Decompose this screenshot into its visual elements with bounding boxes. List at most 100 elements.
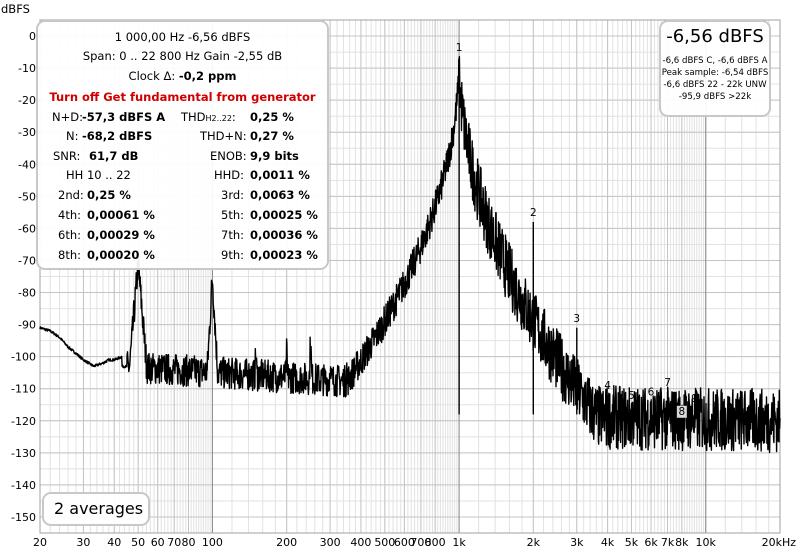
thd-range: H2..22 <box>205 114 232 123</box>
averages-label: 2 averages <box>54 499 144 518</box>
y-tick-label: -110 <box>11 383 36 396</box>
harmonic-label: 3 <box>573 313 580 325</box>
x-tick-label: 6k <box>644 536 658 549</box>
h5-label: 5th: <box>221 208 244 222</box>
frequency-readout: 1 000,00 Hz -6,56 dBFS <box>114 30 251 44</box>
enob-value: 9,9 bits <box>250 149 299 163</box>
harmonic-label: 6 <box>648 387 655 399</box>
hhd-row: HH 10 .. 22 HHD: 0,0011 % <box>38 166 327 184</box>
x-tick-label: 40 <box>107 536 121 549</box>
harmonics-row-6-7: 6th: 0,00029 % 7th: 0,00036 % <box>38 226 327 244</box>
harmonic-label: 5 <box>628 390 635 402</box>
y-tick-label: -120 <box>11 415 36 428</box>
y-tick-label: -70 <box>18 254 36 267</box>
snr-label: SNR: <box>53 149 81 163</box>
y-tick-label: -30 <box>18 126 36 139</box>
x-tick-label: 800 <box>425 536 446 549</box>
h7-label: 7th: <box>221 228 244 242</box>
x-tick-label: 2k <box>527 536 541 549</box>
enob-label: ENOB: <box>210 149 247 163</box>
x-tick-label: 20kHz <box>762 536 797 549</box>
x-tick-label: 700 <box>410 536 431 549</box>
clock-label: Clock Δ: <box>128 69 176 83</box>
y-tick-label: -90 <box>18 319 36 332</box>
measurement-panel: 1 000,00 Hz -6,56 dBFS Span: 0 .. 22 800… <box>36 20 329 270</box>
h6-value: 0,00029 % <box>87 228 155 242</box>
thd-value: 0,25 % <box>250 110 294 124</box>
x-tick-label: 300 <box>320 536 341 549</box>
snr-enob-row: SNR: 61,7 dB ENOB: 9,9 bits <box>38 147 327 165</box>
span-gain-readout: Span: 0 .. 22 800 Hz Gain -2,55 dB <box>82 49 283 63</box>
y-tick-label: -60 <box>18 222 36 235</box>
hh-range-label: HH 10 .. 22 <box>66 168 131 182</box>
h9-label: 9th: <box>221 248 244 262</box>
harmonic-label-bg <box>676 405 687 418</box>
h3-label: 3rd: <box>221 188 245 202</box>
x-tick-label: 10k <box>696 536 717 549</box>
harmonic-label: 8 <box>678 406 685 418</box>
h3-value: 0,0063 % <box>250 188 310 202</box>
x-tick-label: 60 <box>151 536 165 549</box>
y-tick-label: -140 <box>11 479 36 492</box>
h2-label: 2nd: <box>58 188 84 202</box>
x-tick-label: 200 <box>276 536 297 549</box>
y-tick-label: -40 <box>18 158 36 171</box>
n-value: -68,2 dBFS <box>82 129 153 143</box>
level-unweighted: -6,6 dBFS 22 - 22k UNW <box>663 80 767 90</box>
n-thdn-row: N: -68,2 dBFS THD+N: 0,27 % <box>38 127 327 145</box>
y-tick-labels: 0 -10 -20 -30 -40 -50 -60 -70 -80 -90 -100 -110 -120… <box>11 30 36 524</box>
thdn-value: 0,27 % <box>250 129 294 143</box>
h8-label: 8th: <box>58 248 81 262</box>
nd-thd-row: N+D: -57,3 dBFS A THDH2..22: 0,25 % <box>52 110 294 124</box>
y-tick-label: -100 <box>11 351 36 364</box>
h6-label: 6th: <box>58 228 81 242</box>
harmonic-label: 9 <box>691 393 698 405</box>
generator-warning: Turn off Get fundamental from generator <box>49 90 316 104</box>
y-tick-label: -130 <box>11 447 36 460</box>
clock-value: -0,2 ppm <box>178 69 237 83</box>
n-label: N: <box>66 129 79 143</box>
harmonic-label: 4 <box>604 380 611 392</box>
y-tick-label: -150 <box>11 511 36 524</box>
h5-value: 0,00025 % <box>250 208 318 222</box>
h4-label: 4th: <box>58 208 81 222</box>
harmonics-row-8-9: 8th: 0,00020 % 9th: 0,00023 % <box>38 246 327 264</box>
h9-value: 0,00023 % <box>250 248 318 262</box>
h8-value: 0,00020 % <box>87 248 155 262</box>
harmonic-label: 1 <box>456 42 463 54</box>
x-tick-label: 500 <box>374 536 395 549</box>
x-tick-label: 20 <box>33 536 47 549</box>
harmonic-label: 7 <box>664 377 671 389</box>
clock-readout: Clock Δ: -0,2 ppm <box>38 67 327 85</box>
level-panel: -6,56 dBFS -6,6 dBFS C, -6,6 dBFS A Peak… <box>659 20 771 117</box>
x-tick-label: 600 <box>394 536 415 549</box>
y-tick-label: -20 <box>18 94 36 107</box>
x-tick-label: 30 <box>76 536 90 549</box>
x-tick-label: 5k <box>625 536 639 549</box>
level-peak-sample: Peak sample: -6,54 dBFS <box>661 68 769 78</box>
y-axis-title: dBFS <box>1 2 30 16</box>
thdn-label: THD+N: <box>200 129 247 143</box>
level-weighted: -6,6 dBFS C, -6,6 dBFS A <box>662 56 768 66</box>
y-tick-label: 0 <box>29 30 36 43</box>
x-tick-label: 4k <box>601 536 615 549</box>
thd-label: THD <box>181 110 206 124</box>
x-tick-label: 400 <box>350 536 371 549</box>
x-tick-label: 1k <box>452 536 466 549</box>
level-readout: -6,56 dBFS <box>666 26 764 47</box>
plot-frame <box>39 19 781 534</box>
snr-value: 61,7 dB <box>89 149 139 163</box>
hhd-label: HHD: <box>214 168 245 182</box>
x-tick-label: 100 <box>202 536 223 549</box>
x-tick-label: 3k <box>570 536 584 549</box>
y-tick-label: -10 <box>18 62 36 75</box>
averages-badge: 2 averages <box>42 492 150 526</box>
harmonics-row-2-3: 2nd: 0,25 % 3rd: 0,0063 % <box>38 186 327 204</box>
h7-value: 0,00036 % <box>250 228 318 242</box>
harmonic-label: 2 <box>530 207 537 219</box>
x-tick-label: 80 <box>182 536 196 549</box>
x-tick-label: 8k <box>675 536 689 549</box>
nd-value: -57,3 dBFS A <box>82 110 166 124</box>
